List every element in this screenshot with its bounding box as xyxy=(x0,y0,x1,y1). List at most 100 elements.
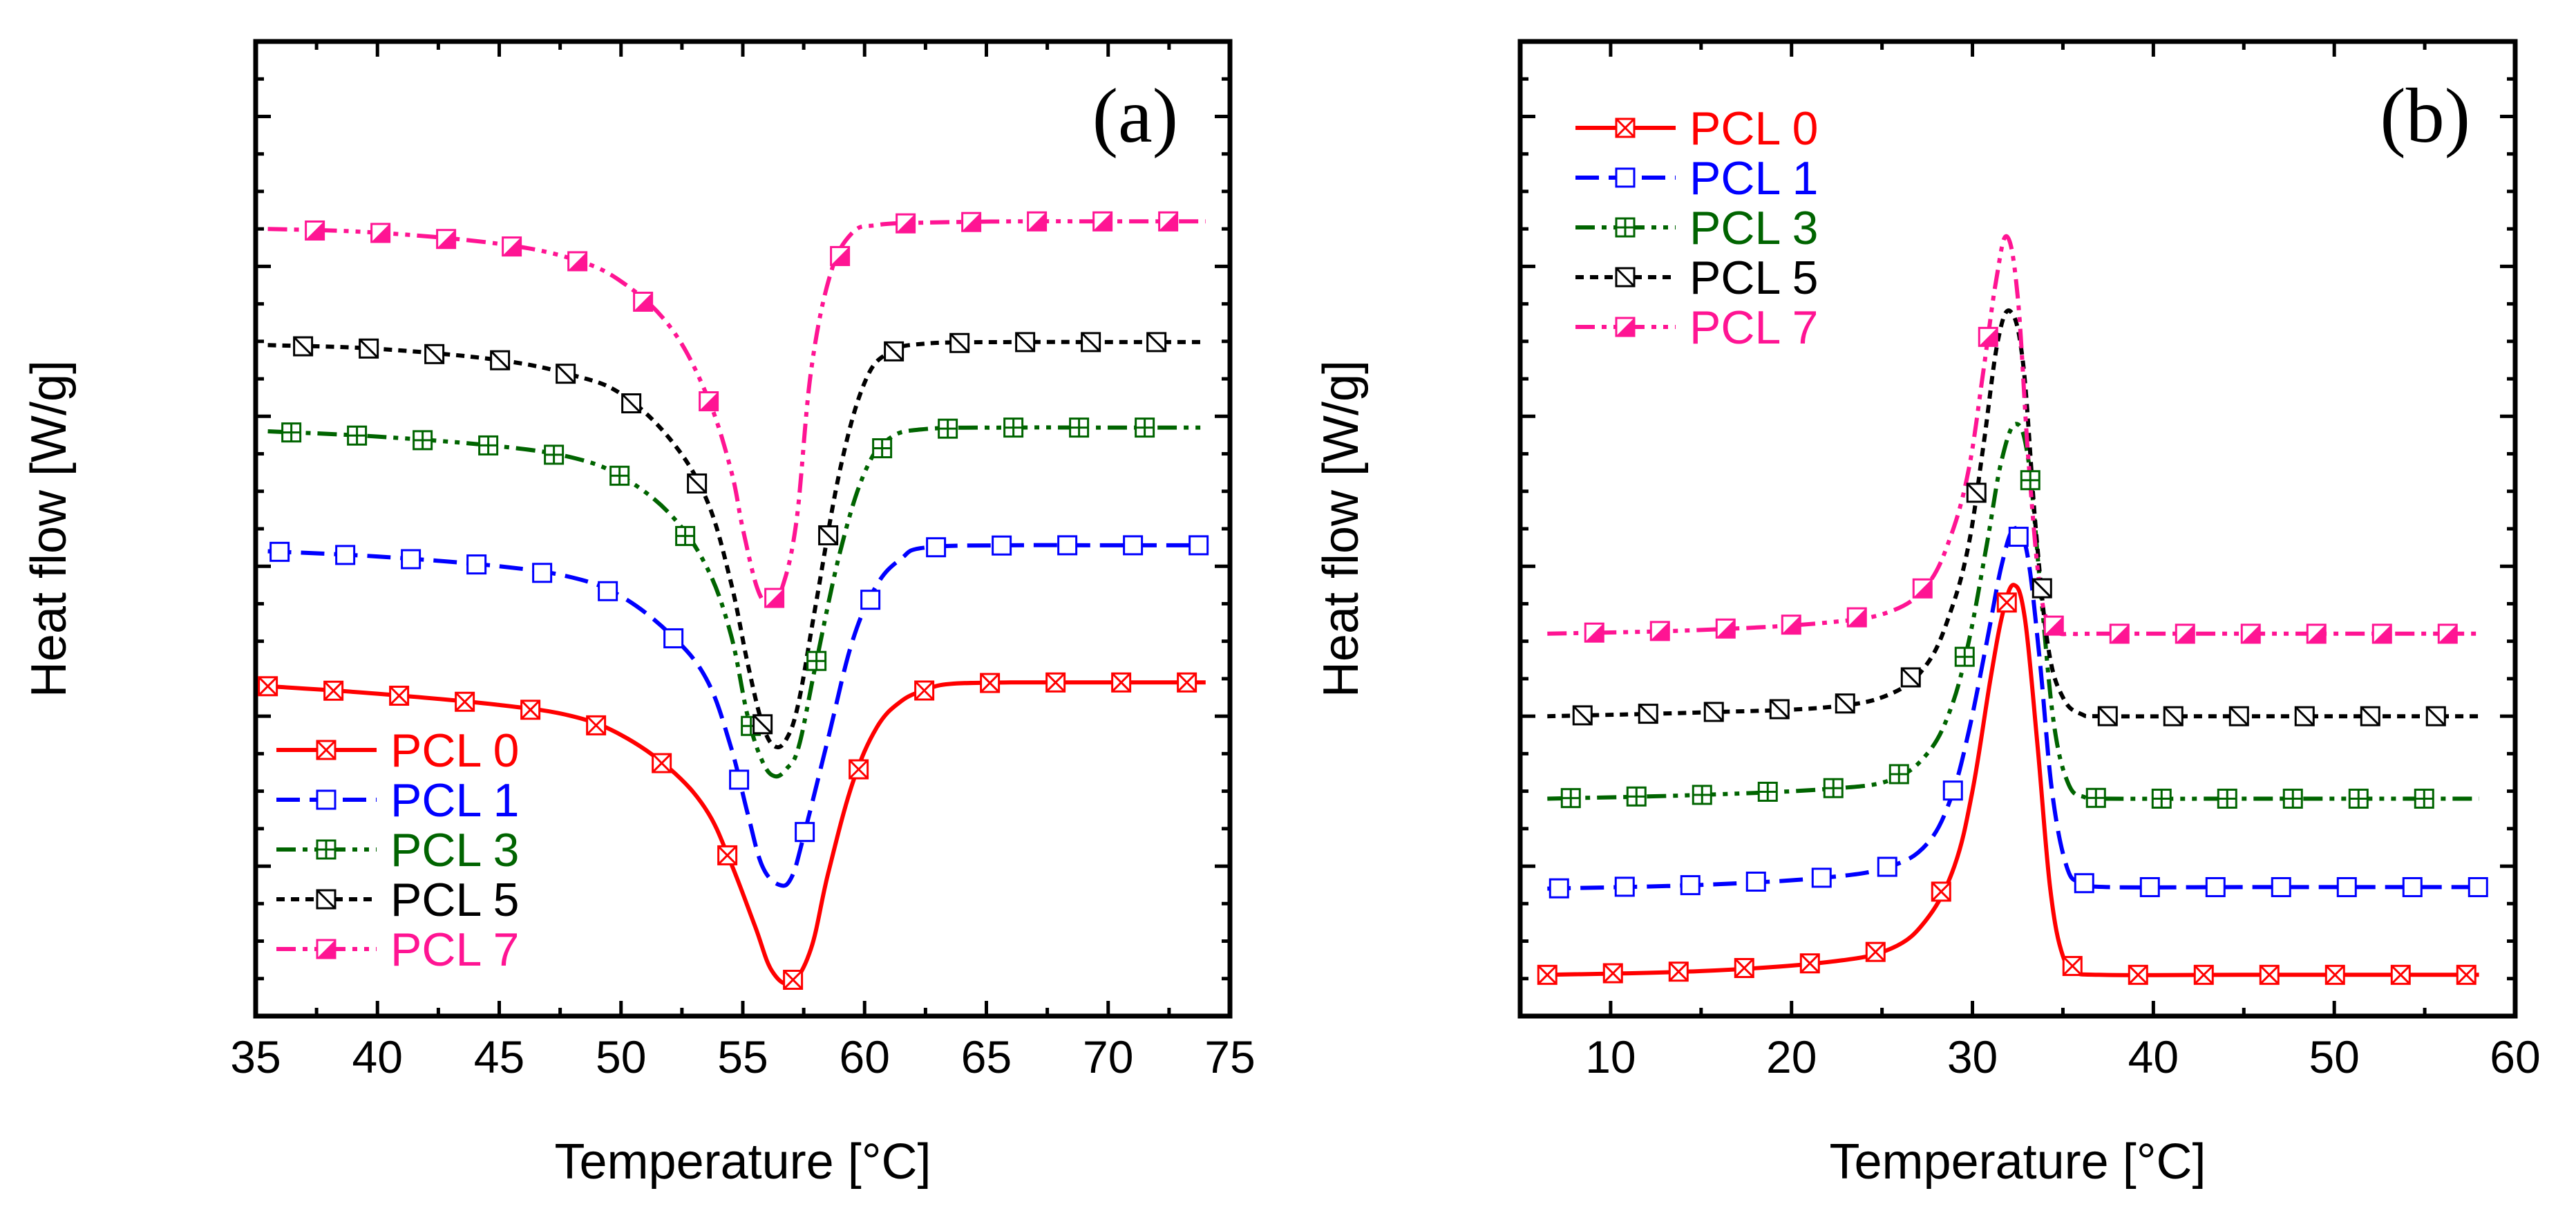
series-marker-pcl-7 xyxy=(370,223,391,243)
series-marker-pcl-0 xyxy=(2456,964,2476,985)
series-marker-pcl-7 xyxy=(436,229,457,250)
series-marker-pcl-0 xyxy=(980,673,1001,693)
series-marker-pcl-3 xyxy=(1757,781,1778,802)
series-marker-pcl-7 xyxy=(2043,615,2064,636)
series-marker-pcl-3 xyxy=(2020,470,2040,491)
series-marker-pcl-7 xyxy=(2306,623,2327,644)
series-marker-pcl-5 xyxy=(1638,704,1658,724)
series-marker-pcl-7 xyxy=(567,251,588,272)
series-marker-pcl-5 xyxy=(1835,693,1855,714)
x-tick-label: 70 xyxy=(1083,1031,1133,1082)
series-marker-pcl-7 xyxy=(1912,578,1933,599)
legend-marker-pcl-0 xyxy=(1615,118,1636,138)
series-marker-pcl-1 xyxy=(2008,527,2029,547)
series-marker-pcl-5 xyxy=(1966,482,1987,503)
series-marker-pcl-3 xyxy=(1954,646,1975,667)
series-marker-pcl-0 xyxy=(1537,964,1557,985)
series-marker-pcl-3 xyxy=(413,430,433,451)
x-tick-label: 30 xyxy=(1947,1031,1998,1082)
series-marker-pcl-0 xyxy=(2062,956,2083,977)
panel-a-markers xyxy=(258,211,1209,991)
x-tick-label: 50 xyxy=(596,1031,646,1082)
series-marker-pcl-3 xyxy=(478,435,499,456)
series-marker-pcl-7 xyxy=(961,212,982,232)
series-marker-pcl-0 xyxy=(2193,964,2214,985)
series-line-pcl-1 xyxy=(267,543,1206,888)
legend-marker-pcl-3 xyxy=(316,839,337,860)
panel-a-y-axis-label: Heat flow [W/g] xyxy=(21,360,77,697)
series-marker-pcl-0 xyxy=(717,845,738,865)
x-tick-label: 60 xyxy=(2490,1031,2540,1082)
series-marker-pcl-1 xyxy=(2205,876,2226,897)
series-marker-pcl-0 xyxy=(258,676,278,697)
series-marker-pcl-0 xyxy=(1045,672,1066,693)
series-line-pcl-1 xyxy=(1547,525,2479,891)
series-marker-pcl-3 xyxy=(1888,764,1909,785)
series-marker-pcl-5 xyxy=(1081,332,1101,353)
x-tick-label: 40 xyxy=(2128,1031,2179,1082)
series-marker-pcl-0 xyxy=(586,715,607,735)
series-marker-pcl-0 xyxy=(1996,592,2017,613)
series-marker-pcl-0 xyxy=(2259,964,2280,985)
series-marker-pcl-0 xyxy=(652,753,672,773)
series-marker-pcl-3 xyxy=(675,525,696,546)
series-line-pcl-5 xyxy=(1547,308,2479,719)
series-marker-pcl-1 xyxy=(1188,535,1209,556)
series-marker-pcl-1 xyxy=(860,590,881,610)
legend-marker-pcl-0 xyxy=(316,740,337,760)
series-marker-pcl-1 xyxy=(992,535,1012,556)
series-marker-pcl-0 xyxy=(914,680,935,701)
series-marker-pcl-3 xyxy=(1626,786,1647,807)
series-marker-pcl-7 xyxy=(305,220,325,241)
series-marker-pcl-5 xyxy=(359,338,379,359)
series-marker-pcl-1 xyxy=(401,549,422,570)
x-tick-label: 40 xyxy=(352,1031,403,1082)
series-marker-pcl-1 xyxy=(2402,876,2423,897)
series-marker-pcl-0 xyxy=(2324,964,2345,985)
series-marker-pcl-1 xyxy=(1680,875,1701,896)
x-tick-label: 60 xyxy=(840,1031,890,1082)
panel-b: 10 20 30 40 50 60 (b) Temperature [°C] Heat f… xyxy=(1314,39,2541,1190)
series-marker-pcl-1 xyxy=(1877,856,1897,877)
series-marker-pcl-5 xyxy=(2032,578,2052,599)
series-marker-pcl-7 xyxy=(2109,623,2130,644)
series-marker-pcl-1 xyxy=(2271,876,2291,897)
legend-label-pcl-1: PCL 1 xyxy=(390,774,519,827)
series-marker-pcl-0 xyxy=(323,680,344,701)
series-marker-pcl-5 xyxy=(424,344,445,364)
legend-marker-pcl-5 xyxy=(316,889,337,910)
legend-marker-pcl-5 xyxy=(1615,267,1636,288)
series-marker-pcl-1 xyxy=(663,628,684,648)
series-marker-pcl-3 xyxy=(1003,417,1024,438)
x-tick-label: 45 xyxy=(474,1031,524,1082)
series-marker-pcl-5 xyxy=(2294,706,2315,726)
series-marker-pcl-1 xyxy=(795,822,815,843)
series-marker-pcl-5 xyxy=(687,473,708,494)
x-tick-label: 20 xyxy=(1766,1031,1817,1082)
series-marker-pcl-0 xyxy=(1865,941,1886,962)
series-marker-pcl-3 xyxy=(347,425,368,446)
series-marker-pcl-1 xyxy=(729,769,750,790)
series-marker-pcl-0 xyxy=(783,970,804,991)
series-marker-pcl-5 xyxy=(2425,706,2446,726)
legend-marker-pcl-3 xyxy=(1615,217,1636,238)
panel-a-x-tick-labels: 35 40 45 50 55 60 65 70 75 xyxy=(230,1031,1255,1082)
series-marker-pcl-0 xyxy=(455,691,475,712)
panel-b-y-axis-label: Heat flow [W/g] xyxy=(1314,360,1369,697)
series-marker-pcl-1 xyxy=(335,545,356,565)
series-marker-pcl-5 xyxy=(621,393,642,413)
series-marker-pcl-1 xyxy=(2139,876,2160,897)
legend-marker-pcl-1 xyxy=(316,789,337,810)
series-marker-pcl-5 xyxy=(1900,667,1921,688)
x-tick-label: 10 xyxy=(1585,1031,1636,1082)
series-marker-pcl-5 xyxy=(1703,702,1724,722)
series-marker-pcl-3 xyxy=(544,444,565,465)
series-marker-pcl-5 xyxy=(556,364,576,384)
legend-label-pcl-0: PCL 0 xyxy=(390,724,519,777)
legend-label-pcl-1: PCL 1 xyxy=(1689,152,1818,205)
series-marker-pcl-5 xyxy=(293,336,314,357)
series-marker-pcl-7 xyxy=(764,588,785,608)
series-marker-pcl-1 xyxy=(532,563,553,583)
